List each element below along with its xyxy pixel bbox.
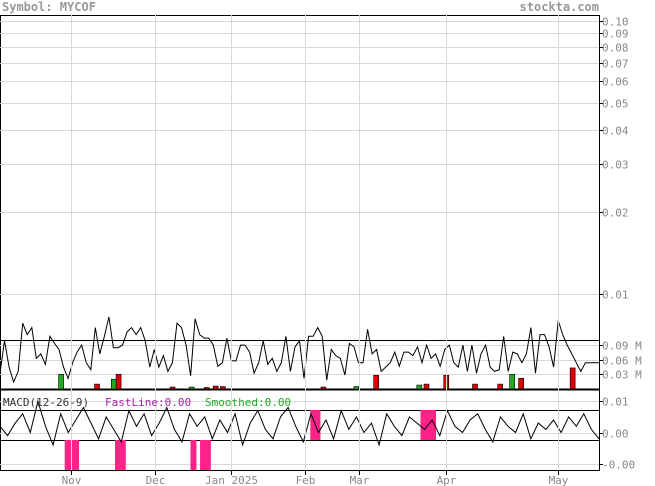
volume-tick-label: 0.06 M (602, 355, 642, 368)
price-tick-label: 0.02 (602, 207, 629, 220)
price-tick-label: 0.03 (602, 159, 629, 172)
macd-trace (0, 399, 600, 447)
price-tick-label: 0.09 (602, 28, 629, 41)
volume-bar-up (353, 386, 360, 390)
volume-bar-down (373, 374, 379, 390)
volume-bar-down (94, 383, 100, 390)
volume-tick-label: 0.09 M (602, 340, 642, 353)
macd-axis: 0.01 0.00 -0.00 (599, 396, 635, 472)
price-tick-label: 0.07 (602, 58, 629, 71)
macd-hist-negative (115, 440, 126, 470)
volume-bar-down (220, 386, 226, 390)
macd-legend-smoothed: Smoothed:0.00 (205, 396, 291, 409)
volume-bar-up (509, 373, 515, 390)
volume-grid (0, 340, 599, 391)
macd-hist-negative (200, 440, 211, 470)
macd-tick-label: 0.00 (602, 428, 629, 441)
symbol-label: Symbol: MYCOF (2, 0, 96, 14)
volume-bar-down (115, 373, 122, 390)
volume-bar-down (212, 385, 219, 390)
volume-price-line (0, 316, 599, 384)
price-tick-label: 0.06 (602, 76, 629, 89)
month-label: Dec (146, 474, 166, 486)
brand-label: stockta.com (520, 0, 599, 14)
month-label: Apr (437, 474, 457, 486)
volume-bar-down (203, 387, 210, 390)
price-axis: 0.100.090.08 0.07 0.06 0.05 0.04 0.03 0.02 0.01 (599, 16, 629, 302)
price-tick-label: 0.01 (602, 289, 629, 302)
volume-tick-label: 0.03 M (602, 369, 642, 382)
month-label: Jan 2025 (205, 474, 258, 486)
volume-bar-down (497, 383, 503, 390)
price-tick-label: 0.10 (602, 16, 629, 29)
month-label: Feb (296, 474, 316, 486)
volume-bar-down (569, 367, 576, 390)
macd-tick-label: 0.01 (602, 396, 629, 409)
macd-line (0, 399, 600, 447)
month-label: Nov (62, 474, 82, 486)
x-axis: Nov Dec Jan 2025 Feb Mar Apr May (0, 470, 599, 486)
macd-legend-macd: MACD(12-26-9) (3, 396, 89, 409)
volume-bar-down (423, 383, 430, 390)
month-label: Mar (350, 474, 370, 486)
volume-bar-up (188, 386, 195, 390)
volume-bar-up (58, 373, 64, 390)
price-tick-label: 0.04 (602, 125, 629, 138)
volume-axis: 0.09 M 0.06 M0.03 M (599, 340, 642, 382)
month-label: May (549, 474, 569, 486)
volume-bar-down (518, 377, 524, 390)
macd-tick-label: -0.00 (602, 459, 635, 472)
price-line (0, 316, 599, 384)
price-tick-label: 0.08 (602, 42, 629, 55)
macd-legend-fast: FastLine:0.00 (105, 396, 191, 409)
volume-bar-down (320, 386, 327, 390)
price-tick-label: 0.05 (602, 98, 629, 111)
month-gridlines (71, 15, 559, 470)
volume-bar-down (472, 383, 478, 390)
volume-bar-up (111, 378, 117, 390)
volume-bar-up (416, 384, 423, 390)
volume-bar-down (169, 386, 176, 390)
macd-hist-negative (190, 440, 197, 470)
